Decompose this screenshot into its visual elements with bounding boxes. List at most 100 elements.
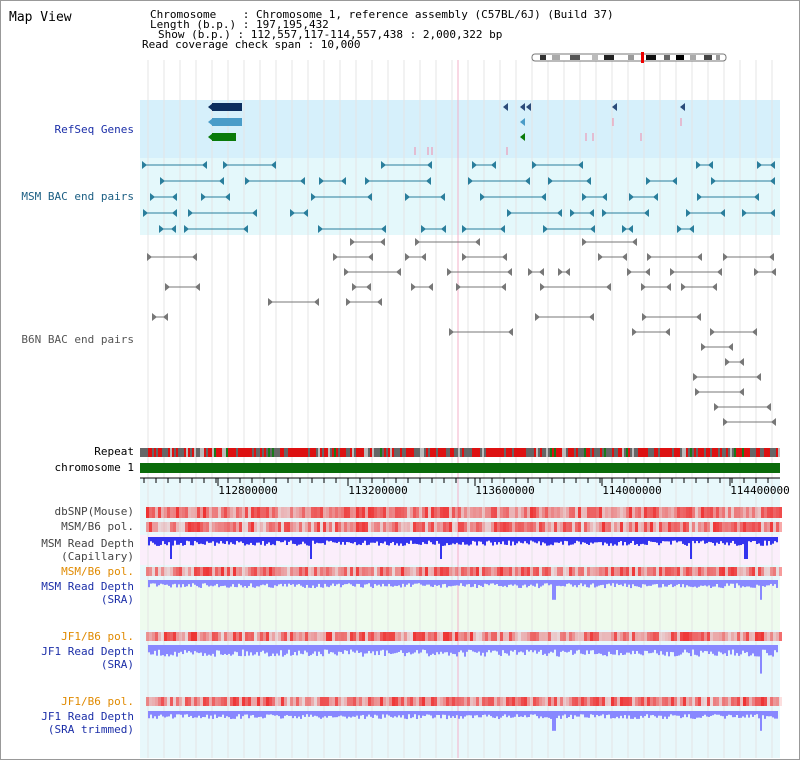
pol-cell [341,632,344,641]
track-label-jf1-b6-pol-1[interactable]: JF1/B6 pol. [61,630,134,643]
depth-bar [358,711,360,719]
depth-bar [544,711,546,718]
pol-cell [653,522,656,532]
pol-cell [470,697,473,706]
pol-cell [395,697,398,706]
depth-bar [466,645,468,652]
pol-cell [572,632,575,641]
pol-cell [770,567,773,576]
depth-bar [276,580,278,587]
pol-cell [275,632,278,641]
pol-cell [770,522,773,532]
depth-bar [748,580,750,587]
pol-cell [146,507,149,518]
pol-cell [287,522,290,532]
pol-cell [272,632,275,641]
track-label-dbsnp[interactable]: dbSNP(Mouse) [54,505,134,518]
track-label-refseq[interactable]: RefSeq Genes [54,123,134,136]
depth-bar [242,580,244,588]
pol-cell [467,697,470,706]
repeat-segment [398,448,400,457]
pol-cell [641,567,644,576]
depth-bar [672,645,674,653]
pol-cell [719,632,722,641]
pol-cell [551,567,554,576]
track-label-chromosome[interactable]: chromosome 1 [54,461,134,474]
depth-bar [658,645,660,656]
depth-bar [410,711,412,719]
track-label-jf1-b6-pol-2[interactable]: JF1/B6 pol. [61,695,134,708]
repeat-segment [300,448,302,457]
depth-bar [762,711,764,716]
pol-cell [311,632,314,641]
depth-bar [542,645,544,655]
track-label-b6n-bac[interactable]: B6N BAC end pairs [21,333,134,346]
pol-cell [773,697,776,706]
depth-bar [294,580,296,587]
depth-bar [440,645,442,652]
b6n-bac-pair-end [421,253,426,261]
depth-bar [194,645,196,652]
depth-bar [478,580,480,586]
depth-bar [328,537,330,542]
depth-bar [672,711,674,716]
depth-bar [674,711,676,716]
pol-cell [239,567,242,576]
pol-cell [632,632,635,641]
pol-cell [488,632,491,641]
pol-cell [641,632,644,641]
depth-bar [522,537,524,544]
pol-cell [746,632,749,641]
repeat-segment [204,448,206,457]
depth-bar [228,645,230,654]
track-label-jf1-depth-sra[interactable]: JF1 Read Depth (SRA) [10,645,134,671]
depth-bar [570,537,572,545]
depth-bar [198,711,200,716]
pol-cell [779,522,782,532]
pol-cell [440,507,443,518]
depth-bar [680,645,682,655]
pol-cell [458,567,461,576]
depth-bar [630,537,632,544]
depth-bar [446,580,448,588]
pol-cell [494,697,497,706]
pol-cell [158,697,161,706]
pol-cell [344,522,347,532]
track-label-msm-bac[interactable]: MSM BAC end pairs [21,190,134,203]
pol-cell [476,632,479,641]
pol-cell [428,697,431,706]
depth-bar [168,711,170,717]
depth-bar [336,711,338,718]
pol-cell [677,567,680,576]
depth-bar [334,645,336,655]
track-label-msm-depth-sra[interactable]: MSM Read Depth (SRA) [10,580,134,606]
pol-cell [308,507,311,518]
depth-bar [268,537,270,543]
repeat-segment [314,448,316,457]
pol-cell [599,632,602,641]
depth-bar [242,711,244,717]
depth-bar [494,580,496,585]
pol-cell [626,697,629,706]
depth-bar [402,711,404,716]
depth-bar [328,645,330,654]
track-label-jf1-depth-trimmed[interactable]: JF1 Read Depth (SRA trimmed) [10,710,134,736]
pol-cell [734,632,737,641]
pol-cell [164,632,167,641]
pol-cell [371,507,374,518]
track-label-msm-b6-pol-1[interactable]: MSM/B6 pol. [61,520,134,533]
repeat-segment [180,448,182,457]
pol-cell [194,567,197,576]
repeat-segment [270,448,272,457]
track-label-repeat[interactable]: Repeat [94,445,134,458]
track-label-msm-depth-capillary[interactable]: MSM Read Depth (Capillary) [10,537,134,563]
repeat-segment [716,448,718,457]
depth-bar [470,645,472,651]
pol-cell [455,567,458,576]
track-label-msm-b6-pol-2[interactable]: MSM/B6 pol. [61,565,134,578]
depth-bar [690,645,692,657]
pol-cell [320,522,323,532]
pol-cell [626,507,629,518]
depth-bar [290,537,292,541]
